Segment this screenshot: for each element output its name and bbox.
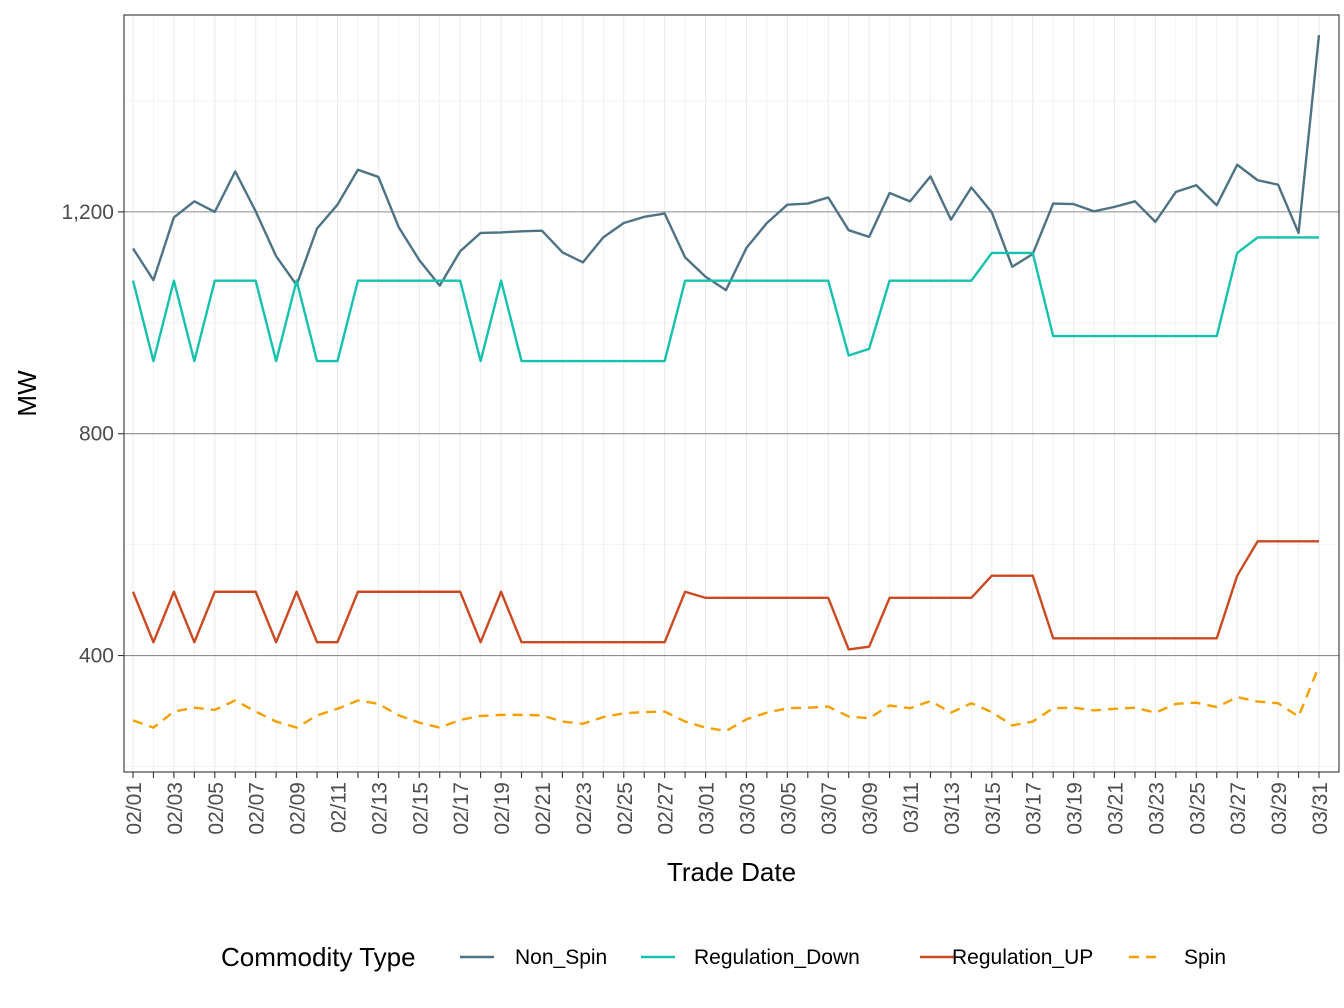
x-tick-label: 03/31	[1309, 782, 1332, 835]
x-tick-label: 03/25	[1186, 782, 1209, 835]
major-gridlines	[124, 15, 1339, 772]
x-tick-label: 03/23	[1145, 782, 1168, 835]
y-tick-label: 800	[79, 423, 114, 446]
x-tick-label: 03/01	[696, 782, 719, 835]
x-tick-label: 03/09	[859, 782, 882, 835]
legend-title: Commodity Type	[221, 942, 416, 972]
x-tick-label: 03/07	[818, 782, 841, 835]
x-tick-label: 02/03	[164, 782, 187, 835]
series-lines	[131, 34, 1321, 733]
legend-label: Spin	[1184, 946, 1226, 969]
series-line-non-spin	[131, 34, 1321, 292]
y-tick-label: 400	[79, 645, 114, 668]
series-line-regulation-down	[131, 236, 1319, 363]
x-tick-label: 03/11	[900, 782, 923, 833]
y-tick-label: 1,200	[61, 201, 114, 224]
x-tick-label: 02/21	[532, 782, 555, 835]
legend: Commodity Type Non_Spin Regulation_Down Re…	[221, 942, 1226, 972]
x-tick-label: 02/27	[655, 782, 678, 835]
x-axis: 02/01 02/03 02/05 02/07 02/09 02/11 02/13 02/15…	[123, 772, 1332, 835]
x-tick-label: 03/17	[1023, 782, 1046, 835]
x-tick-label: 02/11	[327, 782, 350, 833]
y-axis-title: MW	[12, 370, 42, 417]
x-tick-label: 02/23	[573, 782, 596, 835]
x-axis-title: Trade Date	[667, 857, 796, 887]
legend-label: Regulation_Down	[694, 946, 860, 969]
x-tick-label: 02/09	[287, 782, 310, 835]
legend-label: Regulation_UP	[952, 946, 1093, 969]
series-line-regulation-up	[131, 540, 1319, 651]
minor-gridlines	[124, 100, 1339, 767]
x-tick-label: 02/01	[123, 782, 146, 835]
x-tick-label: 02/13	[368, 782, 391, 835]
plot-panel-border	[123, 14, 1340, 773]
x-tick-label: 03/05	[777, 782, 800, 835]
legend-label: Non_Spin	[515, 946, 607, 969]
x-tick-label: 02/07	[246, 782, 269, 835]
x-tick-label: 02/05	[205, 782, 228, 835]
x-tick-label: 02/19	[491, 782, 514, 835]
x-tick-label: 03/29	[1268, 782, 1291, 835]
x-tick-label: 03/13	[941, 782, 964, 835]
x-tick-label: 02/15	[409, 782, 432, 835]
x-tick-label: 03/03	[736, 782, 759, 835]
x-tick-label: 03/15	[982, 782, 1005, 835]
x-tick-label: 02/17	[450, 782, 473, 835]
x-tick-label: 03/19	[1064, 782, 1087, 835]
x-tick-label: 03/27	[1227, 782, 1250, 835]
x-tick-label: 03/21	[1105, 782, 1128, 835]
x-tick-label: 02/25	[614, 782, 637, 835]
y-axis: 400 800 1,200	[61, 201, 124, 668]
